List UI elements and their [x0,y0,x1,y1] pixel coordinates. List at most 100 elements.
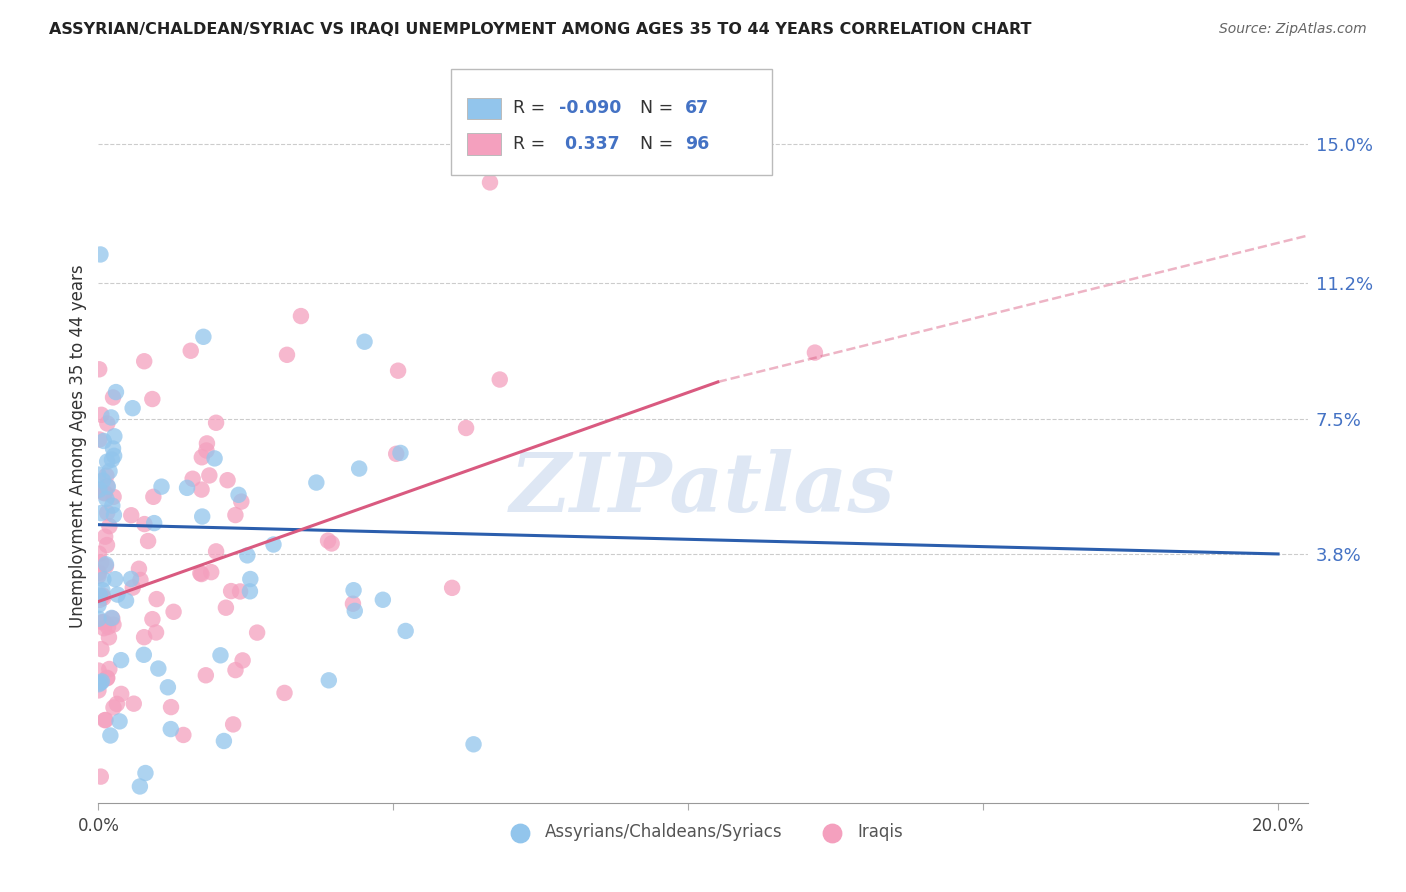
Point [263,537,285,551]
Point [96,671,118,685]
Point [236,549,259,563]
Text: Source: ZipAtlas.com: Source: ZipAtlas.com [1219,22,1367,37]
Point [96,417,118,431]
Point [121,581,143,595]
Point [87,612,110,626]
Point [87,483,110,497]
Point [134,766,156,780]
Point [93,486,115,500]
Point [136,534,159,549]
Point [239,584,262,599]
Point [94,486,117,500]
Point [488,372,510,386]
Point [91,589,114,603]
Y-axis label: Unemployment Among Ages 35 to 44 years: Unemployment Among Ages 35 to 44 years [69,264,87,628]
Point [87,569,110,583]
Point [162,605,184,619]
Point [160,700,183,714]
Point [97,620,120,634]
Point [107,588,129,602]
Point [454,421,477,435]
Point [89,592,111,607]
Point [342,597,364,611]
Point [97,480,120,494]
Point [103,617,125,632]
Point [89,247,111,261]
Point [219,584,242,599]
Point [141,392,163,406]
Point [195,443,218,458]
Text: N =: N = [640,136,673,153]
Point [143,516,166,530]
Point [122,697,145,711]
Point [132,630,155,644]
Point [90,770,112,784]
Point [96,538,118,552]
Point [224,663,246,677]
Text: 67: 67 [685,100,709,118]
Text: ZIPatlas: ZIPatlas [510,449,896,529]
Point [239,572,262,586]
Point [224,508,246,522]
Bar [467,98,501,120]
Point [156,680,179,694]
Point [276,348,298,362]
Text: 0.337: 0.337 [560,136,620,153]
Point [273,686,295,700]
Point [100,611,122,625]
Point [347,461,370,475]
Point [195,436,218,450]
Text: 96: 96 [685,136,709,153]
Point [93,434,115,448]
Point [209,648,232,663]
Point [87,566,110,580]
Point [200,565,222,579]
Point [134,354,156,368]
Point [101,452,124,467]
Point [89,483,111,497]
Point [103,449,125,463]
Point [191,450,214,465]
Text: ASSYRIAN/CHALDEAN/SYRIAC VS IRAQI UNEMPLOYMENT AMONG AGES 35 TO 44 YEARS CORRELA: ASSYRIAN/CHALDEAN/SYRIAC VS IRAQI UNEMPL… [49,22,1032,37]
Point [148,662,170,676]
Text: N =: N = [640,100,673,118]
Point [98,464,121,478]
Point [181,472,204,486]
Point [89,362,111,376]
Point [305,475,328,490]
Point [94,530,117,544]
Point [142,490,165,504]
Point [104,385,127,400]
Point [101,611,124,625]
Point [87,664,110,678]
Point [204,451,226,466]
Point [353,334,375,349]
Point [90,408,112,422]
Point [343,604,366,618]
Point [231,494,253,508]
Point [91,583,114,598]
Point [441,581,464,595]
Point [804,345,827,359]
Point [108,714,131,729]
Point [479,176,502,190]
Point [100,729,122,743]
Point [120,508,142,523]
Point [229,584,252,599]
Point [176,481,198,495]
Point [100,818,122,832]
Point [103,508,125,522]
Point [120,572,142,586]
Point [101,499,124,513]
Point [194,668,217,682]
Point [321,536,343,550]
Point [173,830,195,845]
Point [87,598,110,612]
Point [103,429,125,443]
Point [141,612,163,626]
Point [93,572,115,586]
Point [96,491,118,506]
Point [110,653,132,667]
Point [121,401,143,416]
Point [128,780,150,794]
